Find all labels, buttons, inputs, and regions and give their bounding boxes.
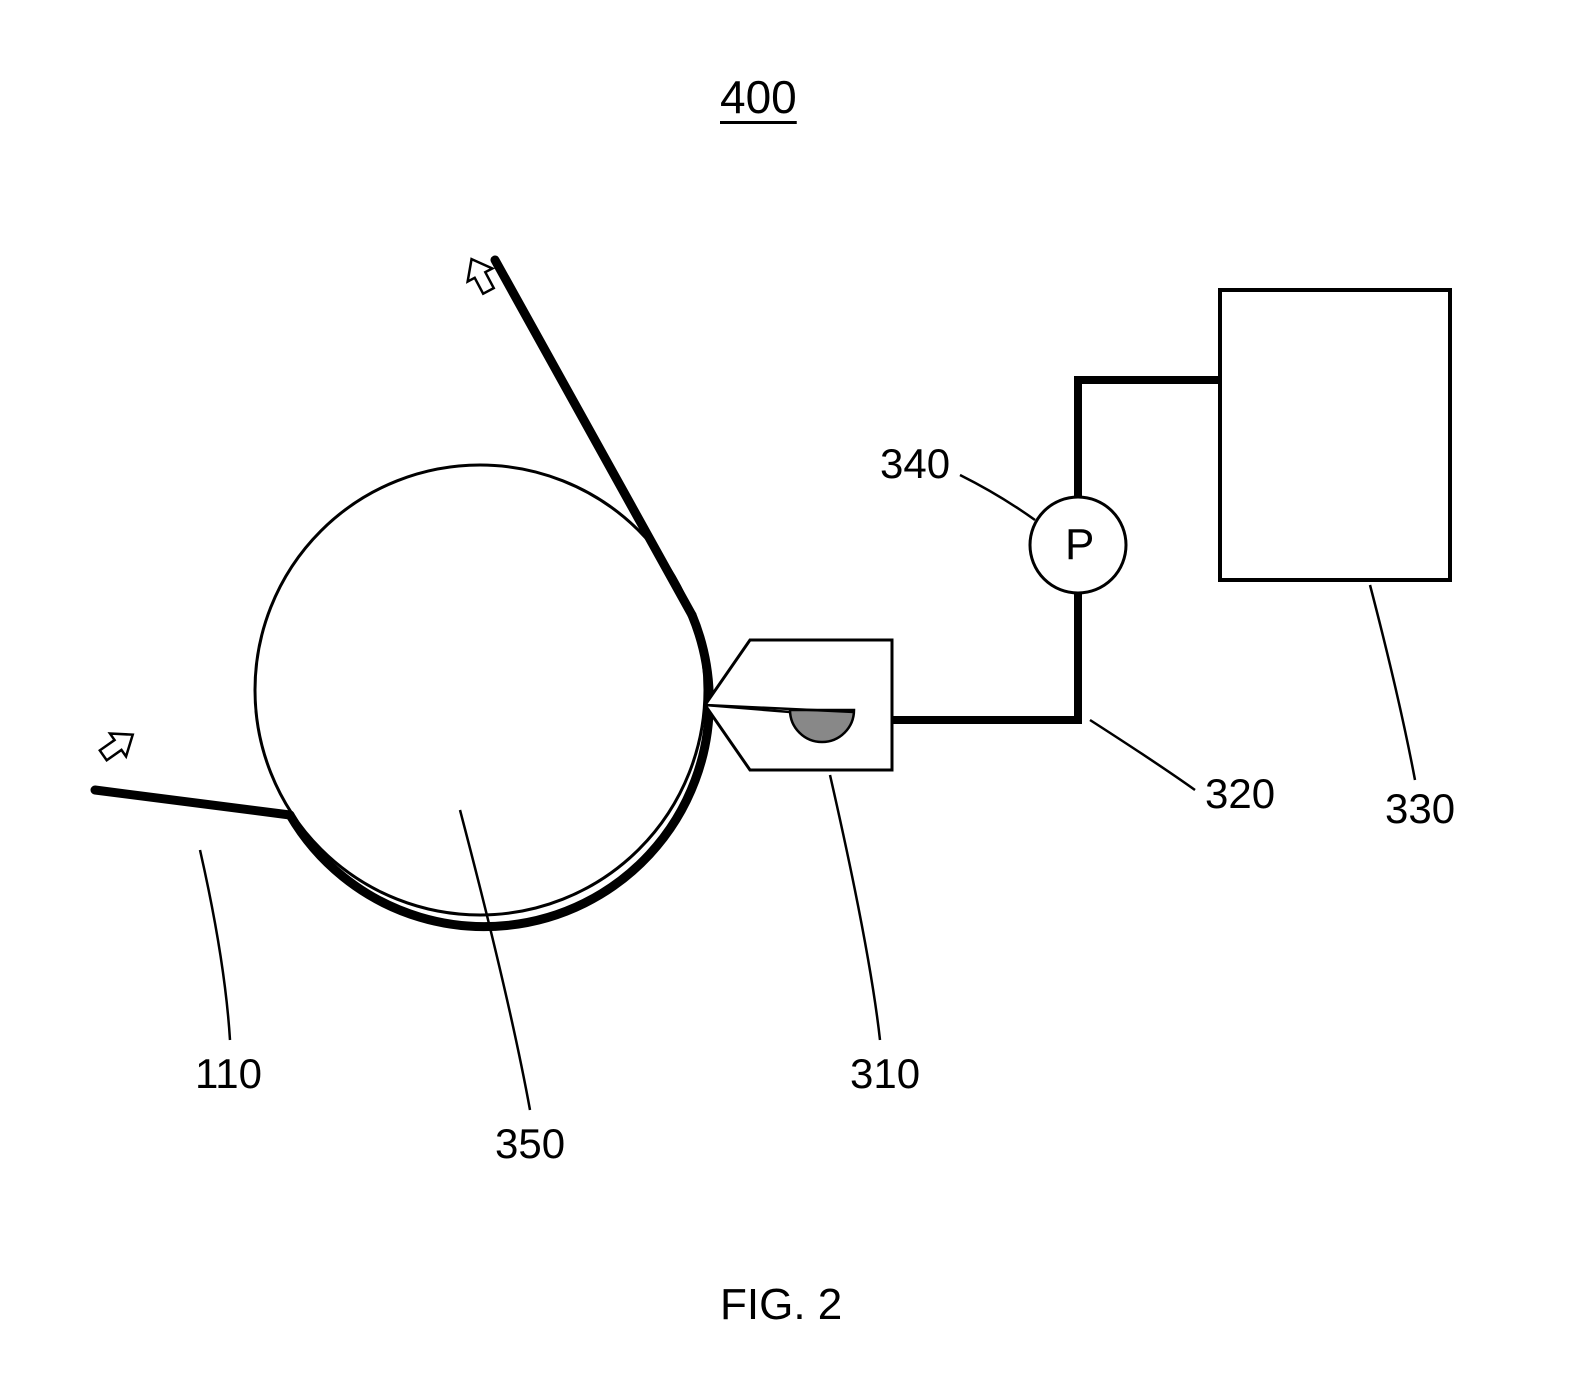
leader-330 [1370,585,1415,780]
leader-320 [1090,720,1195,790]
web-wrap [290,615,709,927]
tank-rect [1220,290,1450,580]
pump-letter: P [1065,520,1094,570]
label-310: 310 [850,1050,920,1098]
label-110: 110 [195,1050,262,1098]
diagram-svg [0,0,1591,1387]
die-coater [705,640,892,770]
leader-110 [200,850,230,1040]
leader-310 [830,775,880,1040]
web-outgoing [495,260,692,615]
leader-340 [960,475,1035,520]
figure-caption: FIG. 2 [720,1280,842,1330]
label-340: 340 [880,440,950,488]
label-330: 330 [1385,785,1455,833]
leader-350 [460,810,530,1110]
label-350: 350 [495,1120,565,1168]
label-320: 320 [1205,770,1275,818]
figure-title: 400 [720,70,797,124]
web-incoming [95,790,290,815]
roller-circle [255,465,705,915]
diagram-container: 400 P 110 350 310 320 330 340 FIG. 2 [0,0,1591,1387]
arrow-incoming [95,723,141,767]
